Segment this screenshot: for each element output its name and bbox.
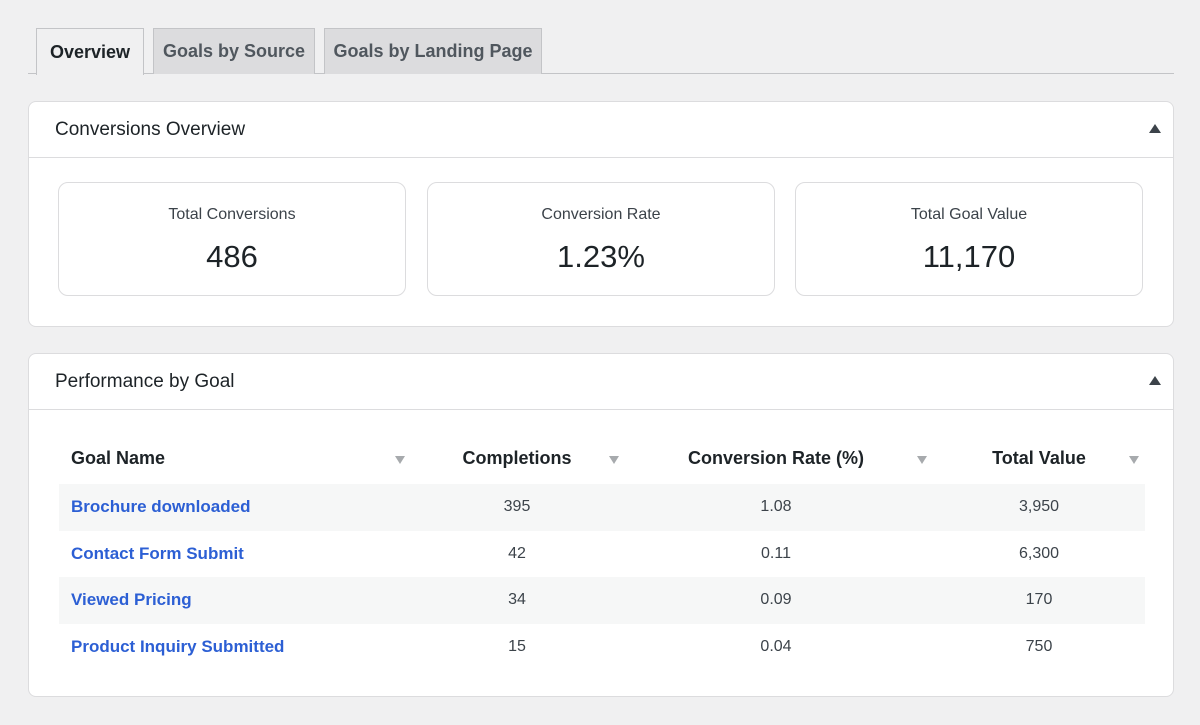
- collapse-triangle-icon[interactable]: [1149, 376, 1161, 385]
- goal-name-cell: Contact Form Submit: [59, 531, 415, 578]
- goal-link[interactable]: Contact Form Submit: [71, 543, 244, 563]
- column-header-label: Conversion Rate (%): [687, 447, 865, 468]
- conversion-rate-cell: 0.09: [619, 577, 933, 624]
- goal-link[interactable]: Product Inquiry Submitted: [71, 636, 285, 656]
- completions-cell: 15: [508, 637, 526, 655]
- stat-value: 486: [206, 239, 258, 274]
- column-header-label: Completions: [462, 447, 572, 468]
- stat-label: Conversion Rate: [541, 206, 661, 223]
- goal-name-cell: Brochure downloaded: [59, 484, 415, 531]
- goals-table: Goal Name Completions Conversion Rate (%…: [59, 432, 1145, 670]
- total-value-cell: 6,300: [1018, 544, 1060, 562]
- stat-value: 1.23%: [557, 239, 645, 274]
- total-value-cell: 750: [1025, 637, 1053, 655]
- completions-cell: 42: [508, 544, 526, 562]
- total-value-cell: 170: [933, 577, 1145, 624]
- column-header-conversion-rate[interactable]: Conversion Rate (%): [619, 432, 933, 484]
- conversions-overview-header: Conversions Overview: [29, 102, 1173, 158]
- table-row: Viewed Pricing 34 0.09 170: [59, 577, 1145, 624]
- stat-card-total-conversions: Total Conversions 486: [58, 182, 406, 296]
- stat-label: Total Conversions: [168, 206, 296, 223]
- sort-arrow-icon[interactable]: [395, 456, 405, 464]
- sort-arrow-icon[interactable]: [1129, 456, 1139, 464]
- table-row: Product Inquiry Submitted 15 0.04 750: [59, 624, 1145, 671]
- column-header-total-value[interactable]: Total Value: [933, 432, 1145, 484]
- column-header-goal-name[interactable]: Goal Name: [59, 432, 415, 484]
- sort-arrow-icon[interactable]: [609, 456, 619, 464]
- table-row: Brochure downloaded 395 1.08 3,950: [59, 484, 1145, 531]
- table-header-row: Goal Name Completions Conversion Rate (%…: [59, 432, 1145, 484]
- conversions-overview-panel: Conversions Overview Total Conversions 4…: [28, 101, 1174, 327]
- sort-arrow-icon[interactable]: [917, 456, 927, 464]
- stat-value: 11,170: [922, 239, 1016, 274]
- panel-title: Performance by Goal: [55, 370, 235, 392]
- goal-name-cell: Product Inquiry Submitted: [59, 624, 415, 671]
- stat-label: Total Goal Value: [910, 206, 1028, 223]
- completions-cell: 395: [415, 484, 619, 531]
- column-header-label: Total Value: [992, 447, 1086, 468]
- stat-card-total-goal-value: Total Goal Value 11,170: [795, 182, 1143, 296]
- table-row: Contact Form Submit 42 0.11 6,300: [59, 531, 1145, 578]
- tab-overview[interactable]: Overview: [36, 28, 144, 75]
- tab-goals-by-landing-page[interactable]: Goals by Landing Page: [324, 28, 542, 74]
- performance-header: Performance by Goal: [29, 354, 1173, 410]
- goal-link[interactable]: Viewed Pricing: [71, 590, 192, 610]
- goal-link[interactable]: Brochure downloaded: [71, 497, 251, 517]
- stat-card-conversion-rate: Conversion Rate 1.23%: [427, 182, 775, 296]
- column-header-label: Goal Name: [71, 447, 166, 468]
- collapse-triangle-icon[interactable]: [1149, 124, 1161, 133]
- goal-name-cell: Viewed Pricing: [59, 577, 415, 624]
- tab-goals-by-source[interactable]: Goals by Source: [153, 28, 315, 74]
- conversion-rate-cell: 1.08: [619, 484, 933, 531]
- total-value-cell: 3,950: [933, 484, 1145, 531]
- completions-cell: 34: [415, 577, 619, 624]
- column-header-completions[interactable]: Completions: [415, 432, 619, 484]
- panel-title: Conversions Overview: [55, 118, 246, 140]
- conversion-rate-cell: 0.11: [761, 544, 791, 562]
- conversion-rate-cell: 0.04: [760, 637, 792, 655]
- tab-bar: Overview Goals by Source Goals by Landin…: [28, 28, 1174, 75]
- performance-by-goal-panel: Performance by Goal Goal Name Completion…: [28, 353, 1174, 697]
